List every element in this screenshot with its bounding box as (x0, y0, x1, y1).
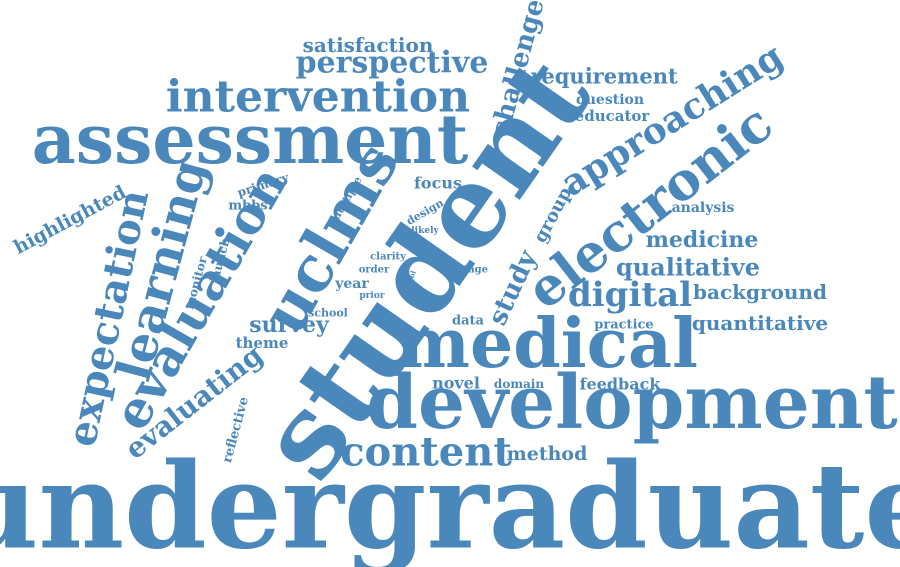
word-satisfaction: satisfaction (303, 33, 434, 57)
word-analysis: analysis (672, 200, 735, 216)
word-intervention: intervention (166, 72, 470, 123)
word-qualitative: qualitative (616, 253, 760, 282)
word-medical: medical (398, 304, 698, 384)
word-medicine: medicine (646, 227, 759, 253)
word-domain: domain (494, 377, 544, 391)
word-feedback: feedback (580, 375, 662, 394)
word-background: background (693, 280, 827, 304)
word-question: question (576, 92, 644, 108)
word-data: data (452, 314, 485, 329)
word-method: method (507, 443, 588, 465)
word-clarity: clarity (370, 252, 407, 263)
word-school: school (308, 307, 348, 320)
word-survey: survey (249, 312, 330, 338)
word-content: content (340, 429, 512, 476)
word-stage: stage (458, 265, 488, 276)
word-prior: prior (359, 291, 384, 301)
word-development: development (366, 360, 897, 446)
word-mbbs: mbbs (228, 199, 267, 214)
word-educator: educator (575, 107, 651, 125)
word-theme: theme (236, 334, 289, 352)
word-digital: digital (568, 275, 692, 315)
word-assessment: assessment (32, 100, 469, 180)
word-focus: focus (414, 174, 462, 193)
word-novel: novel (432, 374, 480, 393)
word-perspective: perspective (296, 46, 489, 81)
word-requirement: requirement (530, 64, 678, 89)
word-year: year (334, 276, 369, 292)
word-order: order (359, 265, 390, 276)
word-practice: practice (594, 318, 653, 333)
word-undergraduate: undergraduate (0, 437, 900, 567)
word-likely: likely (411, 226, 439, 236)
word-quantitative: quantitative (692, 311, 828, 335)
